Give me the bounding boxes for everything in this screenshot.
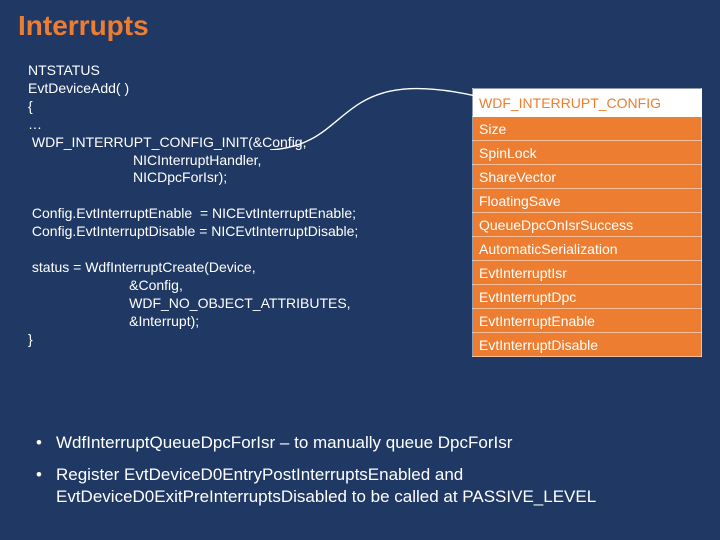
table-cell: EvtInterruptIsr [473, 261, 702, 285]
table-row: AutomaticSerialization [473, 237, 702, 261]
bullet-item: Register EvtDeviceD0EntryPostInterruptsE… [32, 464, 698, 508]
table-row: EvtInterruptDisable [473, 333, 702, 357]
table-cell: QueueDpcOnIsrSuccess [473, 213, 702, 237]
table-header-row: WDF_INTERRUPT_CONFIG [473, 89, 702, 117]
table-row: QueueDpcOnIsrSuccess [473, 213, 702, 237]
bullet-item: WdfInterruptQueueDpcForIsr – to manually… [32, 432, 698, 454]
table-cell: EvtInterruptDisable [473, 333, 702, 357]
slide: Interrupts NTSTATUS EvtDeviceAdd( ) { … … [0, 0, 720, 540]
table-cell: ShareVector [473, 165, 702, 189]
table-row: SpinLock [473, 141, 702, 165]
code-block: NTSTATUS EvtDeviceAdd( ) { … WDF_INTERRU… [28, 62, 358, 349]
table-cell: Size [473, 117, 702, 141]
table-body: SizeSpinLockShareVectorFloatingSaveQueue… [473, 117, 702, 357]
table-cell: EvtInterruptEnable [473, 309, 702, 333]
table-cell: AutomaticSerialization [473, 237, 702, 261]
config-table: WDF_INTERRUPT_CONFIG SizeSpinLockShareVe… [472, 88, 702, 357]
table-row: FloatingSave [473, 189, 702, 213]
table-row: Size [473, 117, 702, 141]
slide-title: Interrupts [18, 10, 149, 42]
table-header-cell: WDF_INTERRUPT_CONFIG [473, 89, 702, 117]
table-cell: FloatingSave [473, 189, 702, 213]
table-cell: SpinLock [473, 141, 702, 165]
bullet-list: WdfInterruptQueueDpcForIsr – to manually… [32, 432, 698, 518]
table-row: EvtInterruptDpc [473, 285, 702, 309]
table-cell: EvtInterruptDpc [473, 285, 702, 309]
table-row: EvtInterruptEnable [473, 309, 702, 333]
table-row: ShareVector [473, 165, 702, 189]
table-row: EvtInterruptIsr [473, 261, 702, 285]
